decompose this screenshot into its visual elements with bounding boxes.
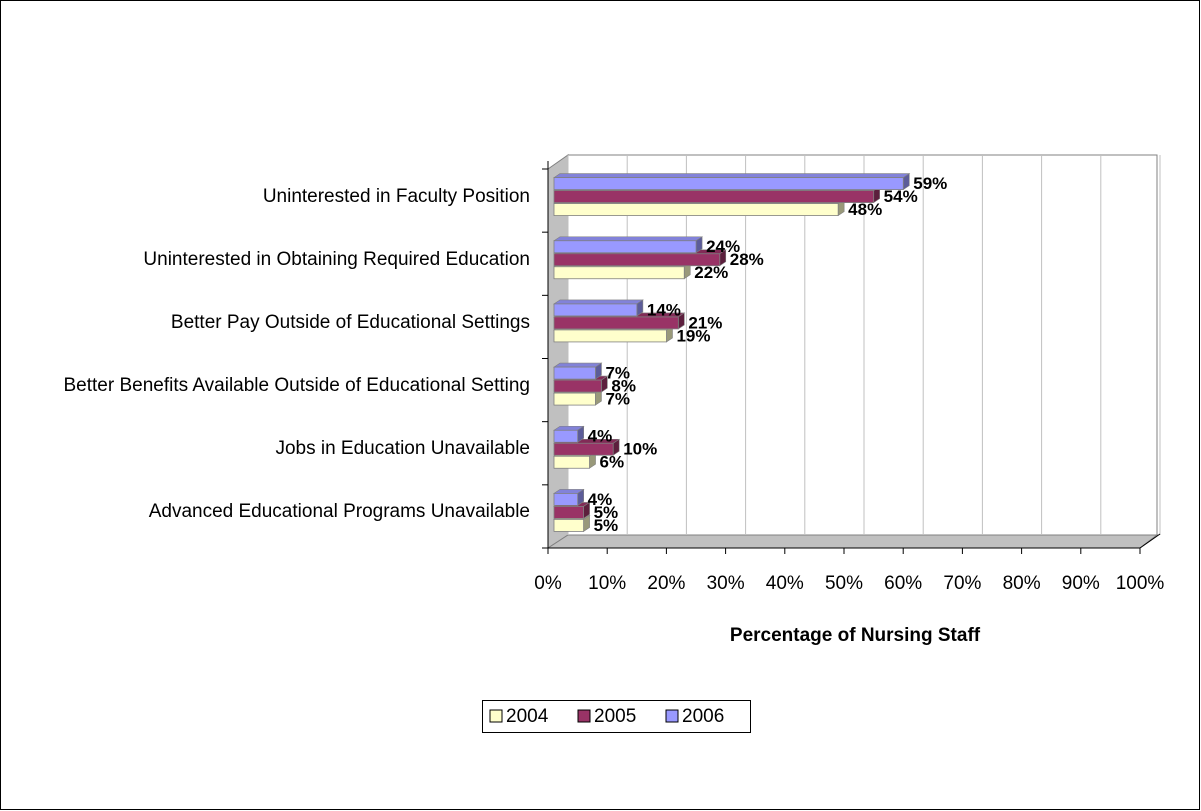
x-tick-label: 0% — [534, 573, 562, 594]
y-tick-label: Better Benefits Available Outside of Edu… — [63, 375, 530, 397]
bar — [553, 455, 590, 469]
legend-swatch — [489, 709, 503, 723]
x-tick-label: 60% — [884, 573, 922, 594]
bar-top — [553, 236, 704, 242]
x-tick-label: 70% — [943, 573, 981, 594]
bar — [553, 240, 697, 254]
bar — [553, 366, 596, 380]
x-tick-label: 10% — [588, 573, 626, 594]
x-axis-depth — [1139, 533, 1161, 549]
value-label: 14% — [647, 300, 681, 319]
value-label: 4% — [588, 490, 613, 509]
legend-label: 2005 — [594, 706, 636, 727]
bar — [553, 442, 614, 456]
value-label: 21% — [688, 313, 722, 332]
x-tick-label: 20% — [647, 573, 685, 594]
bar — [553, 203, 839, 216]
y-tick-label: Uninterested in Obtaining Required Educa… — [143, 248, 530, 270]
value-label: 54% — [884, 187, 918, 206]
bar — [553, 329, 667, 343]
legend-box — [482, 700, 751, 733]
x-tick-label: 80% — [1003, 573, 1041, 594]
value-label: 7% — [605, 390, 630, 409]
bar — [553, 177, 904, 190]
bar — [553, 266, 685, 280]
legend-swatch — [577, 709, 591, 723]
y-tick-label: Better Pay Outside of Educational Settin… — [170, 311, 530, 333]
legend-label: 2004 — [506, 706, 549, 727]
bar — [553, 392, 596, 406]
value-label: 4% — [588, 427, 613, 446]
floor — [546, 534, 1159, 549]
x-tick-label: 30% — [707, 573, 745, 594]
x-tick-label: 40% — [766, 573, 804, 594]
value-label: 6% — [600, 453, 625, 472]
value-label: 22% — [694, 263, 728, 282]
x-tick-label: 90% — [1062, 573, 1100, 594]
value-label: 5% — [594, 503, 619, 522]
bar-top — [553, 173, 911, 178]
y-tick-label: Jobs in Education Unavailable — [275, 438, 530, 460]
bar — [553, 519, 585, 532]
value-label: 10% — [623, 440, 657, 459]
bar — [553, 429, 579, 443]
bar — [553, 253, 721, 267]
value-label: 48% — [848, 200, 882, 219]
x-tick-label: 100% — [1116, 573, 1165, 594]
value-label: 7% — [605, 364, 630, 383]
value-label: 28% — [730, 250, 764, 269]
legend-label: 2006 — [682, 706, 724, 727]
legend-swatch — [665, 709, 679, 723]
y-tick-label: Uninterested in Faculty Position — [262, 185, 530, 207]
value-label: 59% — [913, 174, 947, 193]
bar — [553, 506, 585, 519]
bar — [553, 493, 579, 506]
bar-top — [553, 362, 603, 368]
value-label: 19% — [676, 326, 710, 345]
value-label: 8% — [611, 377, 636, 396]
value-label: 5% — [594, 516, 619, 535]
bar — [553, 190, 875, 203]
x-tick-label: 50% — [825, 573, 863, 594]
bar — [553, 379, 602, 393]
bar — [553, 303, 638, 317]
bar-top — [553, 299, 644, 305]
value-label: 24% — [706, 237, 740, 256]
x-axis-title: Percentage of Nursing Staff — [730, 625, 981, 646]
y-tick-label: Advanced Educational Programs Unavailabl… — [148, 501, 530, 523]
bar — [553, 316, 679, 330]
